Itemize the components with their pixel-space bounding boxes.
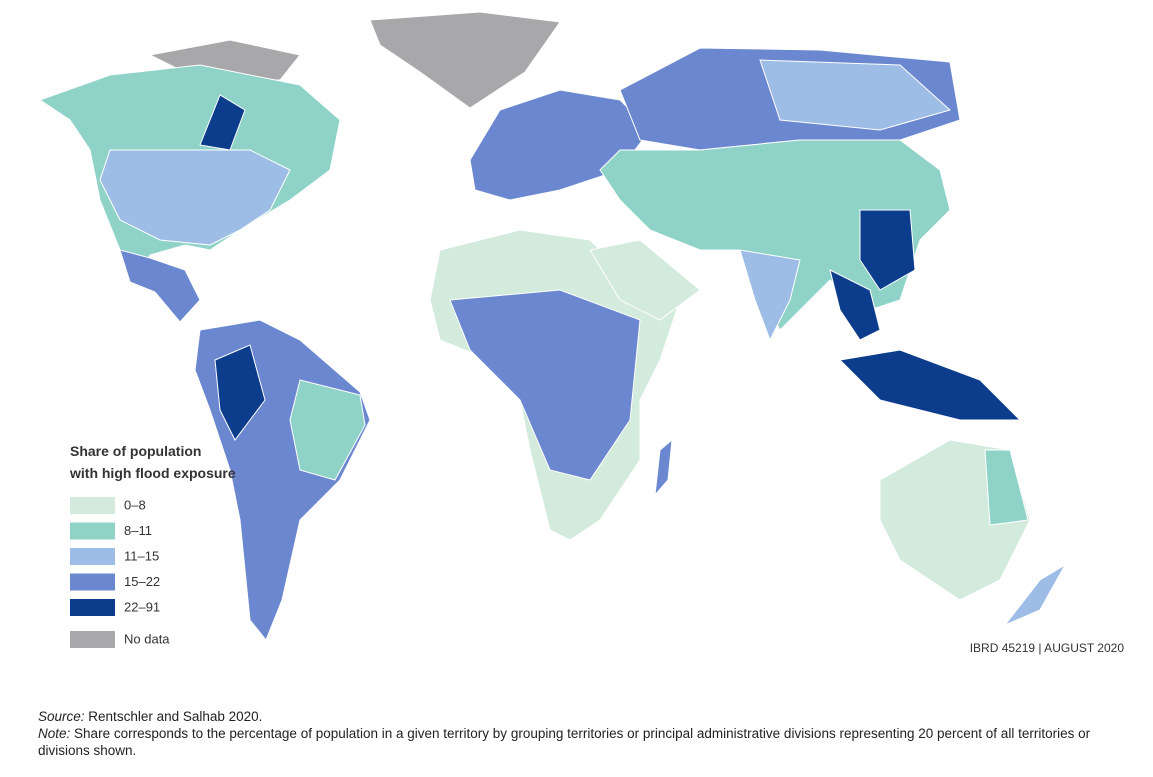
source-label: Source: bbox=[38, 709, 85, 724]
legend-title: with high flood exposure bbox=[69, 465, 236, 481]
far-east bbox=[759, 59, 952, 131]
legend-swatch bbox=[70, 548, 115, 565]
central-africa bbox=[449, 289, 641, 481]
madagascar bbox=[654, 438, 673, 497]
map-id: IBRD 45219 | AUGUST 2020 bbox=[970, 641, 1125, 655]
note-text: Share corresponds to the percentage of p… bbox=[38, 726, 1091, 758]
legend-title: Share of population bbox=[70, 443, 201, 459]
legend-swatch bbox=[70, 522, 115, 540]
note-label: Note: bbox=[38, 726, 71, 741]
usa bbox=[99, 149, 291, 246]
indonesia bbox=[838, 349, 1022, 421]
quebec bbox=[199, 94, 246, 151]
legend-label: 15–22 bbox=[124, 574, 160, 589]
note: Note: Share corresponds to the percentag… bbox=[38, 725, 1128, 759]
legend-label: 22–91 bbox=[124, 599, 160, 614]
legend-swatch bbox=[70, 573, 115, 591]
legend: Share of population with high flood expos… bbox=[69, 443, 236, 648]
greenland bbox=[369, 11, 561, 109]
legend-label: No data bbox=[124, 631, 170, 646]
map: Share of population with high flood expos… bbox=[38, 11, 1125, 655]
source: Source: Rentschler and Salhab 2020. bbox=[38, 708, 1128, 725]
land bbox=[38, 11, 1067, 641]
legend-label: 11–15 bbox=[124, 548, 159, 563]
central-america bbox=[119, 249, 201, 323]
new-zealand bbox=[1004, 563, 1067, 626]
legend-swatch bbox=[70, 497, 115, 514]
legend-label: 8–11 bbox=[124, 523, 152, 538]
southeast-asia bbox=[829, 269, 881, 341]
legend-label: 0–8 bbox=[124, 497, 146, 512]
legend-swatch bbox=[70, 599, 115, 616]
source-text: Rentschler and Salhab 2020. bbox=[88, 709, 263, 724]
india bbox=[739, 249, 801, 342]
caption: Source: Rentschler and Salhab 2020. Note… bbox=[38, 708, 1128, 759]
legend-swatch bbox=[70, 631, 115, 648]
china-east bbox=[859, 209, 916, 291]
amazon bbox=[214, 344, 266, 441]
brazil bbox=[289, 379, 366, 481]
arabia bbox=[589, 239, 701, 321]
queensland bbox=[984, 449, 1029, 526]
